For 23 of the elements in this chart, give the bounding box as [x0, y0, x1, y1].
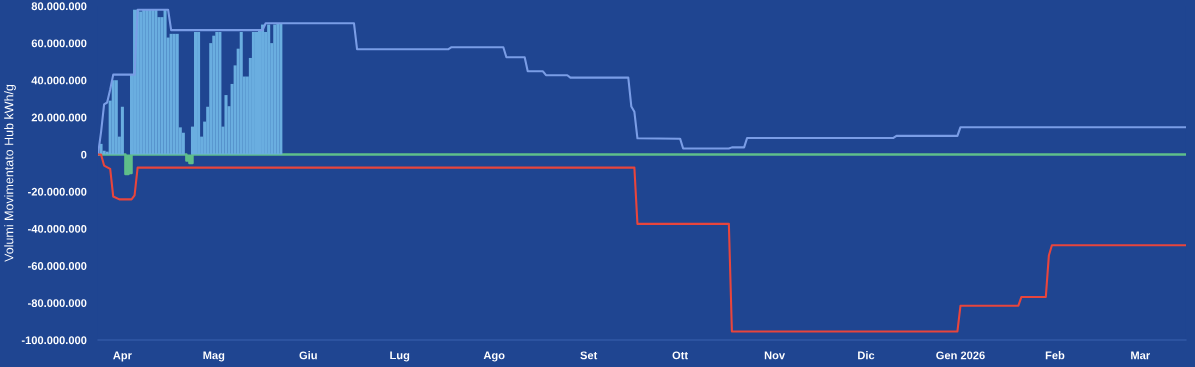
y-tick-label: -80.000.000 [28, 299, 87, 308]
x-tick-label: Mag [203, 351, 225, 362]
y-tick-label: 40.000.000 [31, 76, 87, 85]
x-tick-label: Set [580, 351, 598, 360]
x-tick-label: Ago [483, 351, 505, 362]
y-tick-label: -40.000.000 [28, 224, 87, 233]
x-tick-label: Gen 2026 [936, 351, 985, 360]
y-tick-label: -60.000.000 [28, 262, 87, 270]
x-tick-label: Apr [113, 351, 132, 362]
y-tick-label: -100.000.000 [21, 336, 87, 345]
x-tick-label: Giu [299, 351, 317, 360]
x-tick-label: Nov [764, 351, 786, 360]
y-tick-label: 60.000.000 [31, 39, 87, 48]
x-tick-label: Ott [672, 351, 688, 360]
y-tick-label: 20.000.000 [31, 113, 87, 122]
y-tick-label: 80.000.000 [31, 2, 87, 11]
y-tick-label: 0 [81, 150, 87, 159]
y-axis-title: Volumi Movimentato Hub kWh/g [4, 84, 16, 262]
x-tick-label: Feb [1045, 351, 1065, 360]
x-tick-label: Lug [390, 351, 410, 362]
x-tick-label: Mar [1131, 351, 1150, 360]
y-tick-label: -20.000.000 [28, 187, 87, 196]
x-tick-label: Dic [858, 351, 875, 360]
